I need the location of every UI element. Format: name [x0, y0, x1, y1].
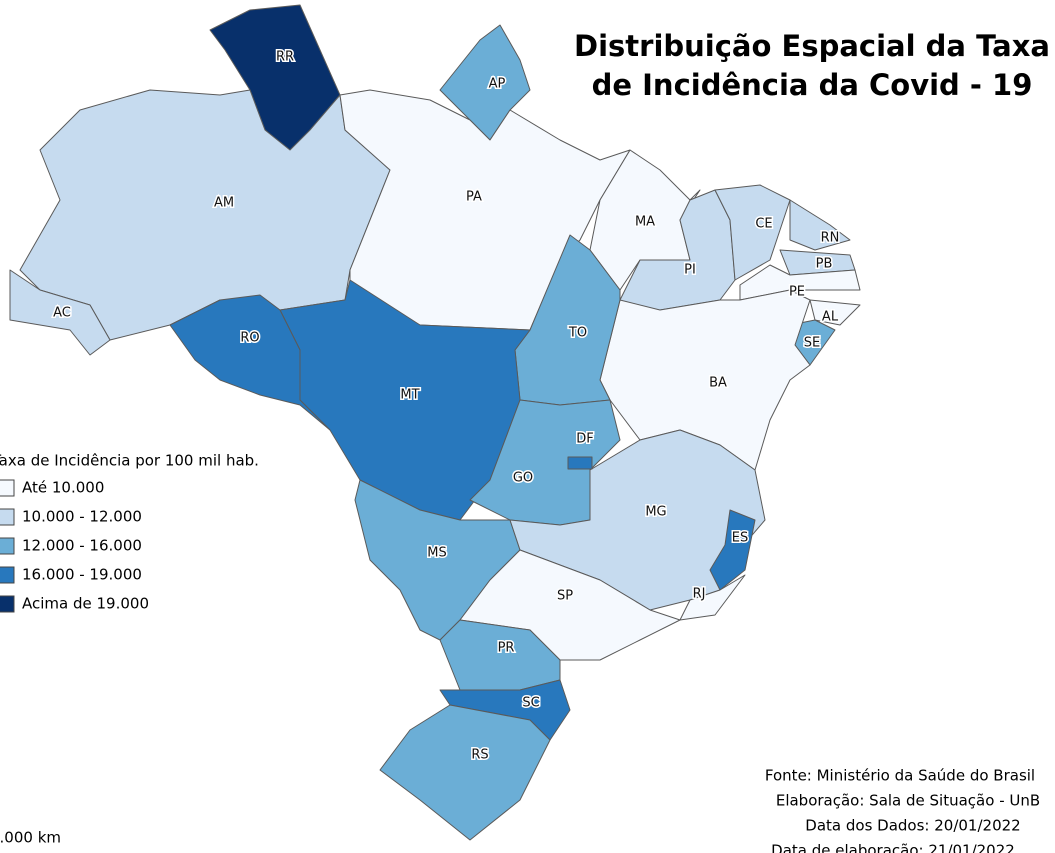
state-shape — [809, 299, 861, 326]
state-label: AL — [822, 310, 839, 325]
scale-bar-label: 1.000 km — [0, 829, 61, 847]
legend-swatch — [0, 566, 15, 584]
state-label: AM — [214, 196, 234, 211]
state-shape — [567, 456, 593, 470]
legend-label: Até 10.000 — [22, 479, 104, 497]
credit-line: Fonte: Ministério da Saúde do Brasil — [765, 767, 1035, 785]
state-label: ES — [732, 531, 748, 546]
state-shape — [789, 199, 851, 251]
state-shape — [169, 294, 331, 431]
legend-swatch — [0, 508, 15, 526]
legend-label: 16.000 - 19.000 — [22, 566, 142, 584]
states — [9, 4, 861, 841]
legend-label: 10.000 - 12.000 — [22, 508, 142, 526]
state-label: AC — [53, 306, 71, 321]
state-label: MT — [400, 388, 419, 403]
credit-line: Elaboração: Sala de Situação - UnB — [776, 792, 1040, 810]
state-shape — [379, 704, 551, 841]
state-label: PE — [789, 285, 805, 300]
state-label: AP — [489, 77, 506, 92]
state-label: MS — [427, 546, 446, 561]
state-label: PR — [498, 641, 515, 656]
legend: Até 10.000 10.000 - 12.000 12.000 - 16.000… — [0, 479, 149, 613]
state-label: PA — [466, 190, 482, 205]
state-label: PI — [684, 263, 696, 278]
state-label: SP — [557, 589, 573, 604]
state-label: PB — [816, 257, 833, 272]
state-label: DF — [576, 432, 594, 447]
state-label: RN — [821, 231, 840, 246]
title-line: Distribuição Espacial da Taxa — [574, 29, 1050, 63]
state-label: CE — [755, 217, 772, 232]
state-label: MG — [645, 505, 666, 520]
legend-title: Taxa de Incidência por 100 mil hab. — [0, 452, 259, 470]
state-shape — [714, 184, 791, 281]
credit-line: Data dos Dados: 20/01/2022 — [805, 817, 1020, 835]
state-shape — [459, 549, 681, 661]
legend-label: 12.000 - 16.000 — [22, 537, 142, 555]
legend-swatch — [0, 595, 15, 613]
state-label: RJ — [693, 587, 706, 602]
legend-swatch — [0, 479, 15, 497]
state-label: MA — [635, 215, 655, 230]
title-line: de Incidência da Covid - 19 — [592, 68, 1033, 102]
state-label: RR — [276, 50, 294, 65]
state-label: BA — [709, 376, 727, 391]
state-shape — [679, 574, 746, 621]
state-label: TO — [568, 326, 587, 341]
state-label: SC — [522, 696, 539, 711]
legend-label: Acima de 19.000 — [22, 595, 149, 613]
state-label: GO — [513, 471, 533, 486]
state-label: RO — [240, 331, 259, 346]
state-label: SE — [804, 336, 820, 351]
legend-swatch — [0, 537, 15, 555]
credit-line: Data de elaboração: 21/01/2022 — [771, 842, 1015, 853]
state-shape — [599, 289, 811, 471]
state-label: RS — [471, 748, 488, 763]
state-shape — [9, 269, 111, 356]
